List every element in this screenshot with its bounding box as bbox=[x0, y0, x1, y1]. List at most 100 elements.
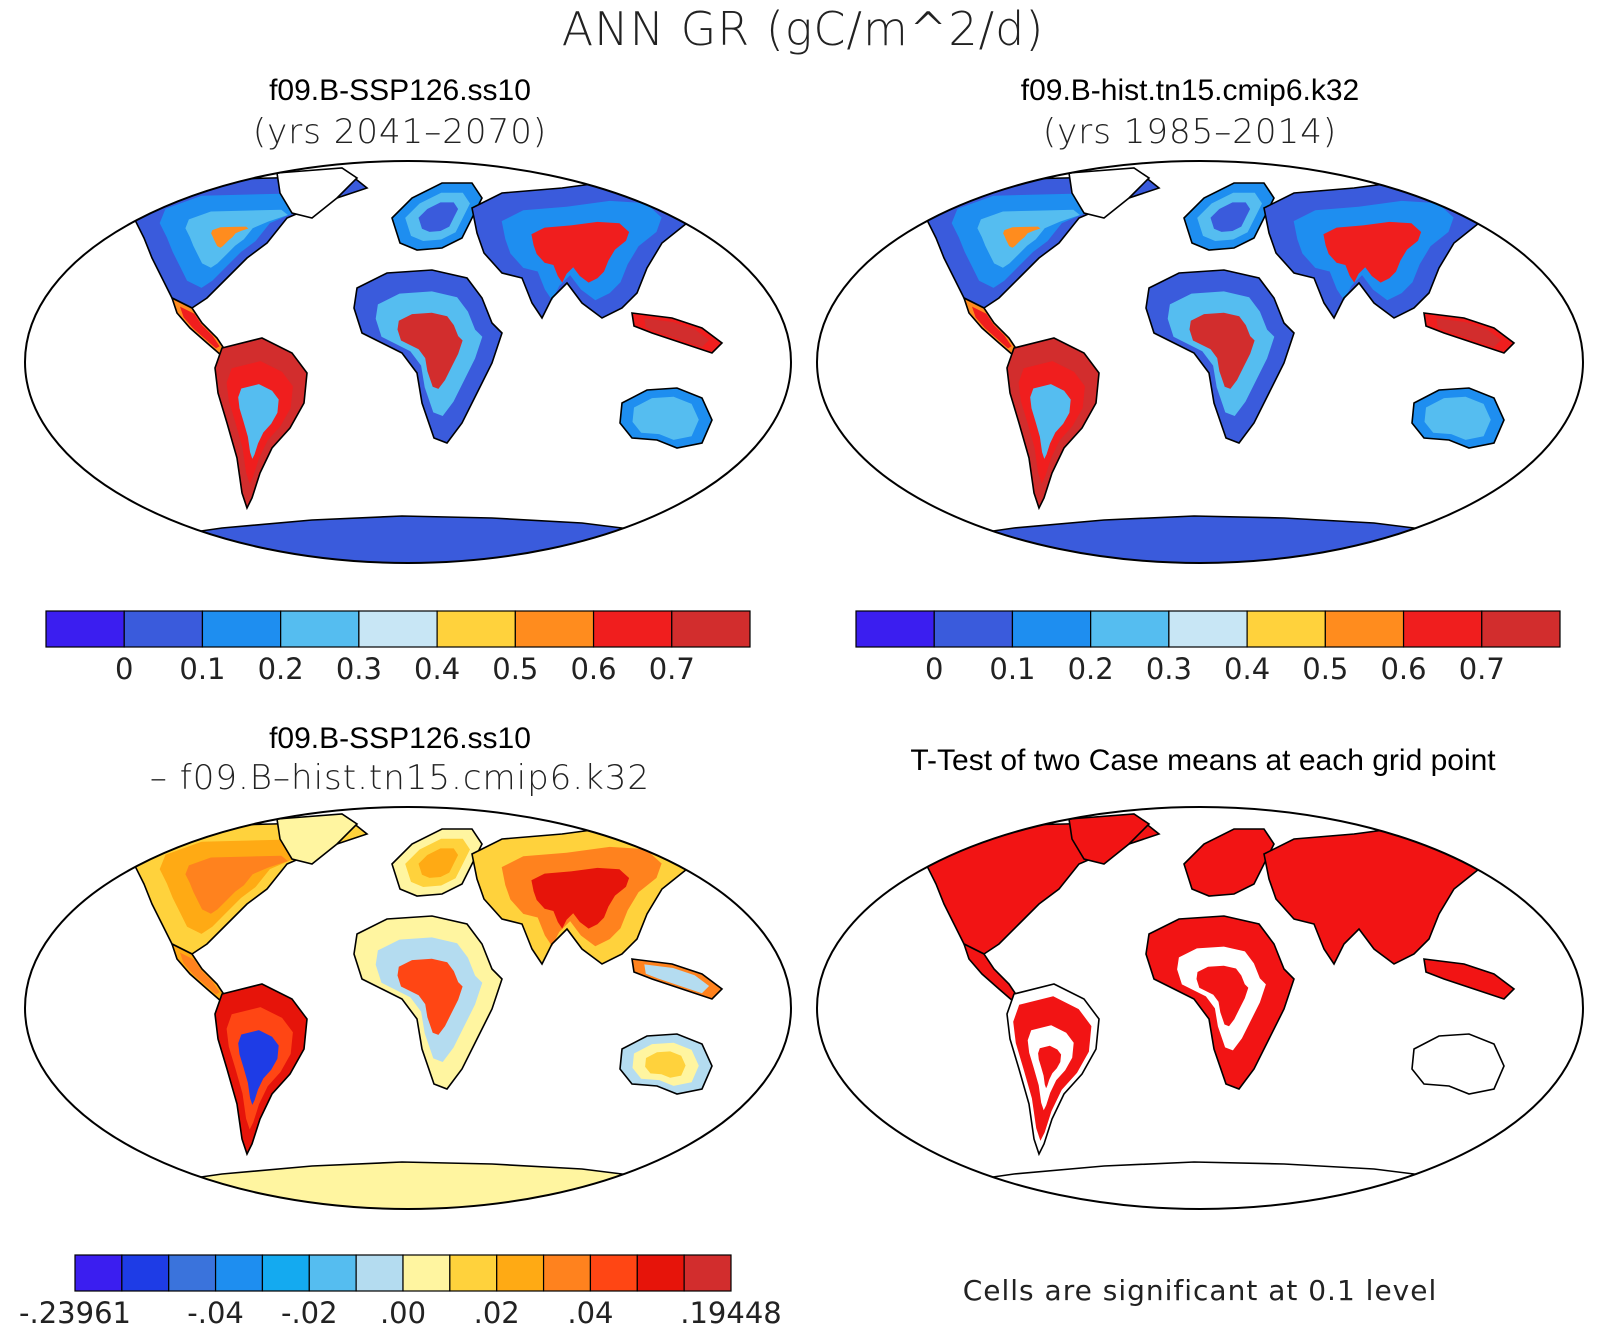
coastline-europe bbox=[1183, 828, 1275, 897]
colorbar-swatch bbox=[308, 1254, 357, 1292]
coastline-greenland bbox=[1068, 167, 1151, 219]
colorbar-tick-label: 0.6 bbox=[570, 652, 617, 686]
colorbar-swatch bbox=[589, 1254, 638, 1292]
colorbar-tick-label: 0.7 bbox=[1458, 652, 1505, 686]
region-north-america-shade-3 bbox=[1003, 226, 1041, 248]
coastline-africa bbox=[353, 915, 503, 1090]
coastline-south-america bbox=[214, 337, 308, 511]
coastline-greenland bbox=[276, 167, 359, 219]
colorbar-swatch bbox=[45, 610, 125, 648]
colorbar-swatch bbox=[592, 610, 673, 648]
panel1-title: f09.B-SSP126.ss10 bbox=[269, 74, 531, 107]
region-greenland bbox=[277, 168, 357, 218]
region-south-america-shade-2 bbox=[1030, 384, 1071, 459]
region-central-america-shade-1 bbox=[180, 306, 220, 349]
colorbar-tick-label: 0.3 bbox=[335, 652, 382, 686]
colorbar-swatch bbox=[436, 610, 516, 648]
panel3-map bbox=[24, 806, 792, 1210]
coastline-australia bbox=[619, 387, 713, 449]
colorbar-swatch bbox=[1090, 610, 1170, 648]
region-greenland bbox=[277, 814, 357, 864]
coastline-europe bbox=[391, 182, 483, 251]
region-asia-shade-2 bbox=[531, 867, 630, 929]
colorbar-tick-label: 0.2 bbox=[1067, 652, 1114, 686]
region-south-america-shade-2 bbox=[238, 1030, 279, 1105]
coastline-africa bbox=[353, 269, 503, 444]
colorbar-swatch bbox=[355, 1254, 404, 1292]
colorbar-swatch bbox=[671, 610, 751, 648]
coastline-greenland bbox=[276, 813, 359, 865]
map-border bbox=[816, 806, 1584, 1210]
panel3-subtitle: – f09.B–hist.tn15.cmip6.k32 bbox=[149, 758, 651, 798]
coastline-southeast-asia bbox=[1423, 958, 1516, 1000]
coastline-south-america bbox=[1006, 337, 1100, 511]
coastline-greenland bbox=[1068, 813, 1151, 865]
region-greenland bbox=[1069, 168, 1149, 218]
colorbar-swatch bbox=[933, 610, 1014, 648]
map-border bbox=[816, 160, 1584, 564]
coastline-southeast-asia bbox=[631, 958, 724, 1000]
region-africa-shade-2 bbox=[397, 958, 463, 1035]
region-antarctica bbox=[152, 516, 702, 563]
colorbar-swatch bbox=[214, 1254, 264, 1292]
region-asia-shade-2 bbox=[531, 221, 630, 283]
colorbar-swatch bbox=[201, 610, 282, 648]
colorbar-tick-label: 0.5 bbox=[492, 652, 539, 686]
region-north-america bbox=[926, 822, 1159, 954]
region-southeast-asia-shade-1 bbox=[644, 318, 710, 348]
colorbar-tick-label: 0.1 bbox=[179, 652, 226, 686]
colorbar-swatch bbox=[514, 610, 595, 648]
figure-title: ANN GR (gC/m^2/d) bbox=[561, 2, 1045, 56]
map-border bbox=[24, 806, 792, 1210]
coastline-southeast-asia bbox=[1423, 312, 1516, 354]
coastline-southeast-asia bbox=[631, 312, 724, 354]
colorbar-swatch bbox=[74, 1254, 123, 1292]
coastline-europe bbox=[391, 828, 483, 897]
region-central-america-shade-1 bbox=[972, 306, 1012, 349]
panel3-title: f09.B-SSP126.ss10 bbox=[269, 722, 531, 755]
panel2-map bbox=[816, 160, 1584, 564]
colorbar-swatch bbox=[1481, 610, 1561, 648]
region-north-america-shade-2 bbox=[185, 855, 288, 914]
panel2-title: f09.B-hist.tn15.cmip6.k32 bbox=[1020, 74, 1360, 107]
colorbar-tick-label: 0.6 bbox=[1380, 652, 1427, 686]
panel4-title: T-Test of two Case means at each grid po… bbox=[910, 744, 1496, 777]
coastline-south-america bbox=[214, 983, 308, 1157]
region-north-america-shade-3 bbox=[211, 226, 249, 248]
colorbar-tick-label: .00 bbox=[379, 1296, 427, 1330]
colorbar-tick-label: 0.2 bbox=[257, 652, 304, 686]
coastline-australia bbox=[619, 1033, 713, 1095]
colorbar-swatch bbox=[1324, 610, 1405, 648]
panel1-subtitle: (yrs 2041–2070) bbox=[252, 112, 548, 152]
panel3-colorbar bbox=[74, 1254, 732, 1292]
panel1-map bbox=[24, 160, 792, 564]
colorbar-swatch bbox=[280, 610, 360, 648]
colorbar-swatch bbox=[261, 1254, 310, 1292]
region-greenland bbox=[1069, 814, 1149, 864]
colorbar-swatch bbox=[855, 610, 935, 648]
region-southeast-asia-shade-1 bbox=[1436, 318, 1502, 348]
colorbar-tick-label: .19448 bbox=[680, 1296, 782, 1330]
region-australia-shade-1 bbox=[1424, 396, 1491, 440]
region-southeast-asia-shade-1 bbox=[644, 964, 710, 994]
colorbar-tick-label: -.23961 bbox=[19, 1296, 131, 1330]
region-asia bbox=[1264, 826, 1486, 964]
panel1-colorbar bbox=[45, 610, 751, 648]
colorbar-swatch bbox=[636, 1254, 685, 1292]
region-central-america bbox=[964, 944, 1019, 1002]
region-north-america-shade-2 bbox=[185, 209, 288, 268]
region-australia bbox=[1412, 1034, 1504, 1094]
region-antarctica bbox=[944, 1162, 1494, 1209]
panel2-subtitle: (yrs 1985–2014) bbox=[1042, 112, 1338, 152]
colorbar-swatch bbox=[449, 1254, 498, 1292]
colorbar-tick-label: -.02 bbox=[280, 1296, 338, 1330]
colorbar-tick-label: 0.7 bbox=[648, 652, 695, 686]
colorbar-tick-label: -.04 bbox=[187, 1296, 244, 1330]
region-europe bbox=[1184, 829, 1274, 896]
colorbar-tick-label: 0.1 bbox=[989, 652, 1036, 686]
colorbar-swatch bbox=[123, 610, 204, 648]
colorbar-tick-label: .02 bbox=[473, 1296, 520, 1330]
colorbar-tick-label: 0.3 bbox=[1145, 652, 1192, 686]
panel2-colorbar bbox=[855, 610, 1561, 648]
colorbar-swatch bbox=[121, 1254, 170, 1292]
